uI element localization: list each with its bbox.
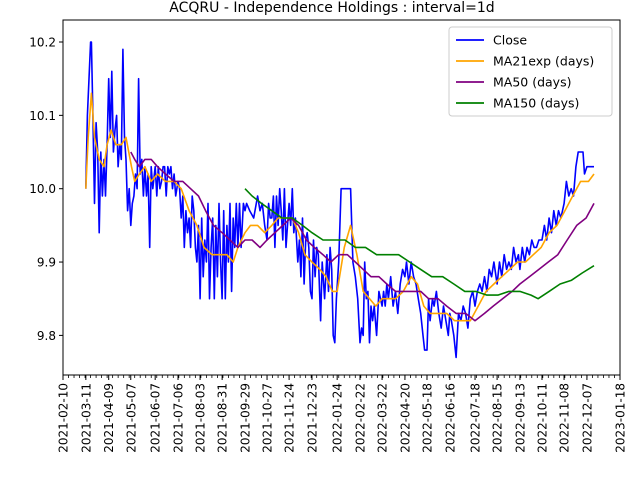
x-tick-label: 2022-09-13 [513, 383, 527, 453]
x-tick-label: 2022-12-07 [580, 383, 594, 453]
series-line-1 [85, 92, 595, 322]
series-line-2 [130, 151, 595, 322]
legend-box [448, 26, 613, 117]
series-line-3 [244, 188, 595, 300]
y-tick-label: 10.2 [29, 36, 56, 50]
series-layer [85, 41, 595, 359]
x-tick-label: 2021-06-07 [149, 383, 163, 453]
axes-layer: 2021-02-10 2021-03-11 2021-04-09 2021-05-07… [29, 19, 628, 453]
y-tick-label: 9.8 [37, 329, 56, 343]
x-tick-label: 2021-11-24 [283, 383, 297, 453]
x-tick-label: 2021-05-07 [124, 383, 138, 453]
legend: Close MA21exp (days) MA50 (days) MA150 (day… [448, 26, 613, 117]
x-tick-label: 2021-07-06 [172, 383, 186, 453]
x-tick-label: 2021-08-03 [194, 383, 208, 453]
legend-label: MA150 (days) [493, 96, 579, 111]
x-tick-label: 2022-01-24 [331, 383, 345, 453]
x-tick-label: 2022-05-18 [421, 383, 435, 453]
legend-label: MA21exp (days) [493, 54, 594, 69]
x-tick-label: 2022-02-22 [354, 383, 368, 453]
x-tick-label: 2021-10-27 [261, 383, 275, 453]
x-tick-label: 2022-08-15 [491, 383, 505, 453]
x-tick-label: 2022-07-18 [469, 383, 483, 453]
x-tick-label: 2021-08-31 [216, 383, 230, 453]
y-tick-label: 10.0 [29, 182, 56, 196]
x-tick-label: 2021-03-11 [79, 383, 93, 453]
legend-label: Close [493, 33, 527, 48]
legend-label: MA50 (days) [493, 75, 571, 90]
x-tick-label: 2021-02-10 [57, 383, 71, 453]
y-tick-label: 9.9 [37, 256, 56, 270]
x-tick-label: 2021-09-29 [239, 383, 253, 453]
y-tick-label: 10.1 [29, 109, 56, 123]
x-tick-label: 2022-11-08 [558, 383, 572, 453]
x-tick-label: 2022-03-22 [376, 383, 390, 453]
x-tick-label: 2023-01-18 [614, 383, 628, 453]
x-tick-label: 2022-06-16 [443, 383, 457, 453]
x-tick-label: 2022-04-20 [398, 383, 412, 453]
chart-title: ACQRU - Independence Holdings : interval… [169, 0, 494, 16]
x-tick-label: 2021-04-09 [102, 383, 116, 453]
plot-frame [62, 19, 621, 376]
x-tick-label: 2021-12-23 [306, 383, 320, 453]
x-tick-label: 2022-10-11 [536, 383, 550, 453]
